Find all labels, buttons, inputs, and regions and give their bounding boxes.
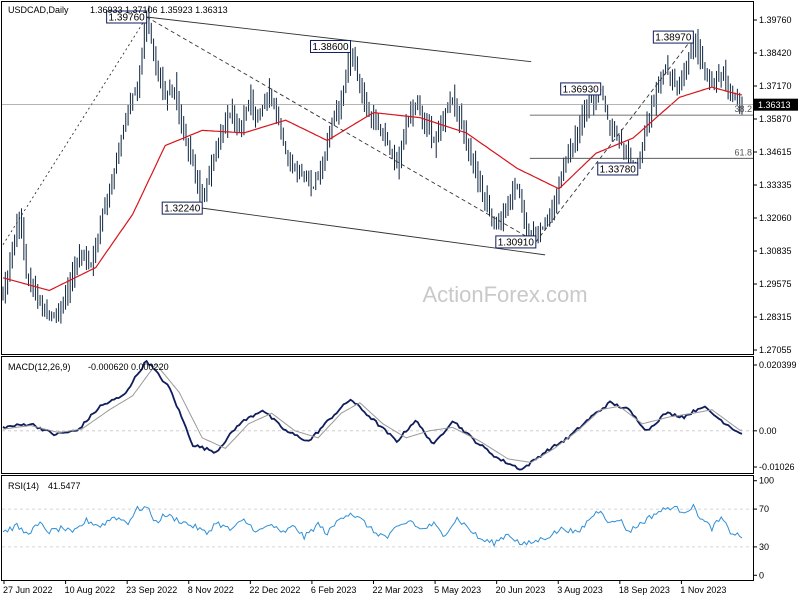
date-axis-label: 23 Sep 2022 xyxy=(126,585,177,595)
date-axis-label: 3 Aug 2023 xyxy=(557,585,603,595)
rsi-values: 41.5477 xyxy=(48,481,81,491)
price-axis-label: 1.37170 xyxy=(759,81,792,91)
signal-line xyxy=(2,363,742,464)
rsi-axis-label: 70 xyxy=(759,504,769,514)
date-axis-label: 10 Aug 2022 xyxy=(65,585,116,595)
rsi-axis-label: 100 xyxy=(759,476,774,486)
price-axis-label: 1.29575 xyxy=(759,279,792,289)
date-axis-label: 22 Dec 2022 xyxy=(249,585,300,595)
trendline xyxy=(146,16,532,63)
fibonacci-level-label: 38.2 xyxy=(734,104,752,114)
swing-label: 1.36930 xyxy=(563,84,600,95)
price-axis-label: 1.34615 xyxy=(759,147,792,157)
swing-label: 1.38970 xyxy=(655,33,692,44)
date-axis-label: 5 May 2023 xyxy=(434,585,481,595)
price-axis-label: 1.35870 xyxy=(759,114,792,124)
moving-average-line xyxy=(2,86,742,292)
trendline xyxy=(146,16,537,243)
swing-label-box xyxy=(495,235,537,249)
fibonacci-level-label: 61.8 xyxy=(734,147,752,157)
last-price-badge xyxy=(754,98,798,111)
macd-axis-label: 0.00 xyxy=(759,426,777,436)
price-axis-label: 1.27055 xyxy=(759,345,792,355)
price-ohlc: 1.36933 1.37106 1.35923 1.36313 xyxy=(90,5,228,15)
trendline xyxy=(2,16,148,245)
date-axis-label: 27 Jun 2022 xyxy=(3,585,53,595)
date-axis-label: 18 Sep 2023 xyxy=(619,585,670,595)
trendline xyxy=(202,207,546,256)
swing-label-box xyxy=(560,82,602,96)
price-panel-frame xyxy=(1,1,754,355)
last-price-label: 1.36313 xyxy=(758,100,791,110)
date-axis-label: 6 Feb 2023 xyxy=(311,585,357,595)
swing-label: 1.32240 xyxy=(164,204,201,215)
price-axis-label: 1.38420 xyxy=(759,48,792,58)
macd-values: -0.000620 0.000220 xyxy=(88,362,169,372)
macd-panel-frame xyxy=(1,356,754,474)
rsi-panel-frame xyxy=(1,475,754,581)
price-symbol: USDCAD,Daily xyxy=(8,5,69,15)
price-axis-label: 1.39760 xyxy=(759,15,792,25)
swing-label: 1.33780 xyxy=(600,164,637,175)
swing-label-box xyxy=(309,39,351,53)
date-axis-label: 1 Nov 2023 xyxy=(680,585,726,595)
price-axis-label: 1.32060 xyxy=(759,213,792,223)
price-axis-label: 1.30835 xyxy=(759,246,792,256)
date-axis-label: 8 Nov 2022 xyxy=(188,585,234,595)
macd-axis-label: 0.020399 xyxy=(759,360,797,370)
swing-label: 1.30910 xyxy=(498,237,535,248)
macd-name: MACD(12,26,9) xyxy=(8,362,71,372)
rsi-line xyxy=(2,503,743,548)
swing-label-box xyxy=(597,162,639,176)
rsi-axis-label: 0 xyxy=(759,570,764,580)
swing-label: 1.38600 xyxy=(312,42,349,53)
watermark-text: ActionForex.com xyxy=(422,282,587,307)
price-axis-label: 1.33335 xyxy=(759,180,792,190)
macd-axis-label: -0.01026 xyxy=(759,462,795,472)
price-axis-label: 1.28315 xyxy=(759,312,792,322)
swing-label: 1.39760 xyxy=(109,12,146,23)
date-axis-label: 22 Mar 2023 xyxy=(373,585,424,595)
rsi-axis-label: 30 xyxy=(759,542,769,552)
swing-label-box xyxy=(161,201,203,215)
swing-label-box xyxy=(106,10,148,24)
macd-line xyxy=(2,359,743,471)
date-axis-label: 20 Jun 2023 xyxy=(496,585,546,595)
rsi-name: RSI(14) xyxy=(8,481,39,491)
trendline xyxy=(535,36,694,243)
swing-label-box xyxy=(652,30,694,44)
